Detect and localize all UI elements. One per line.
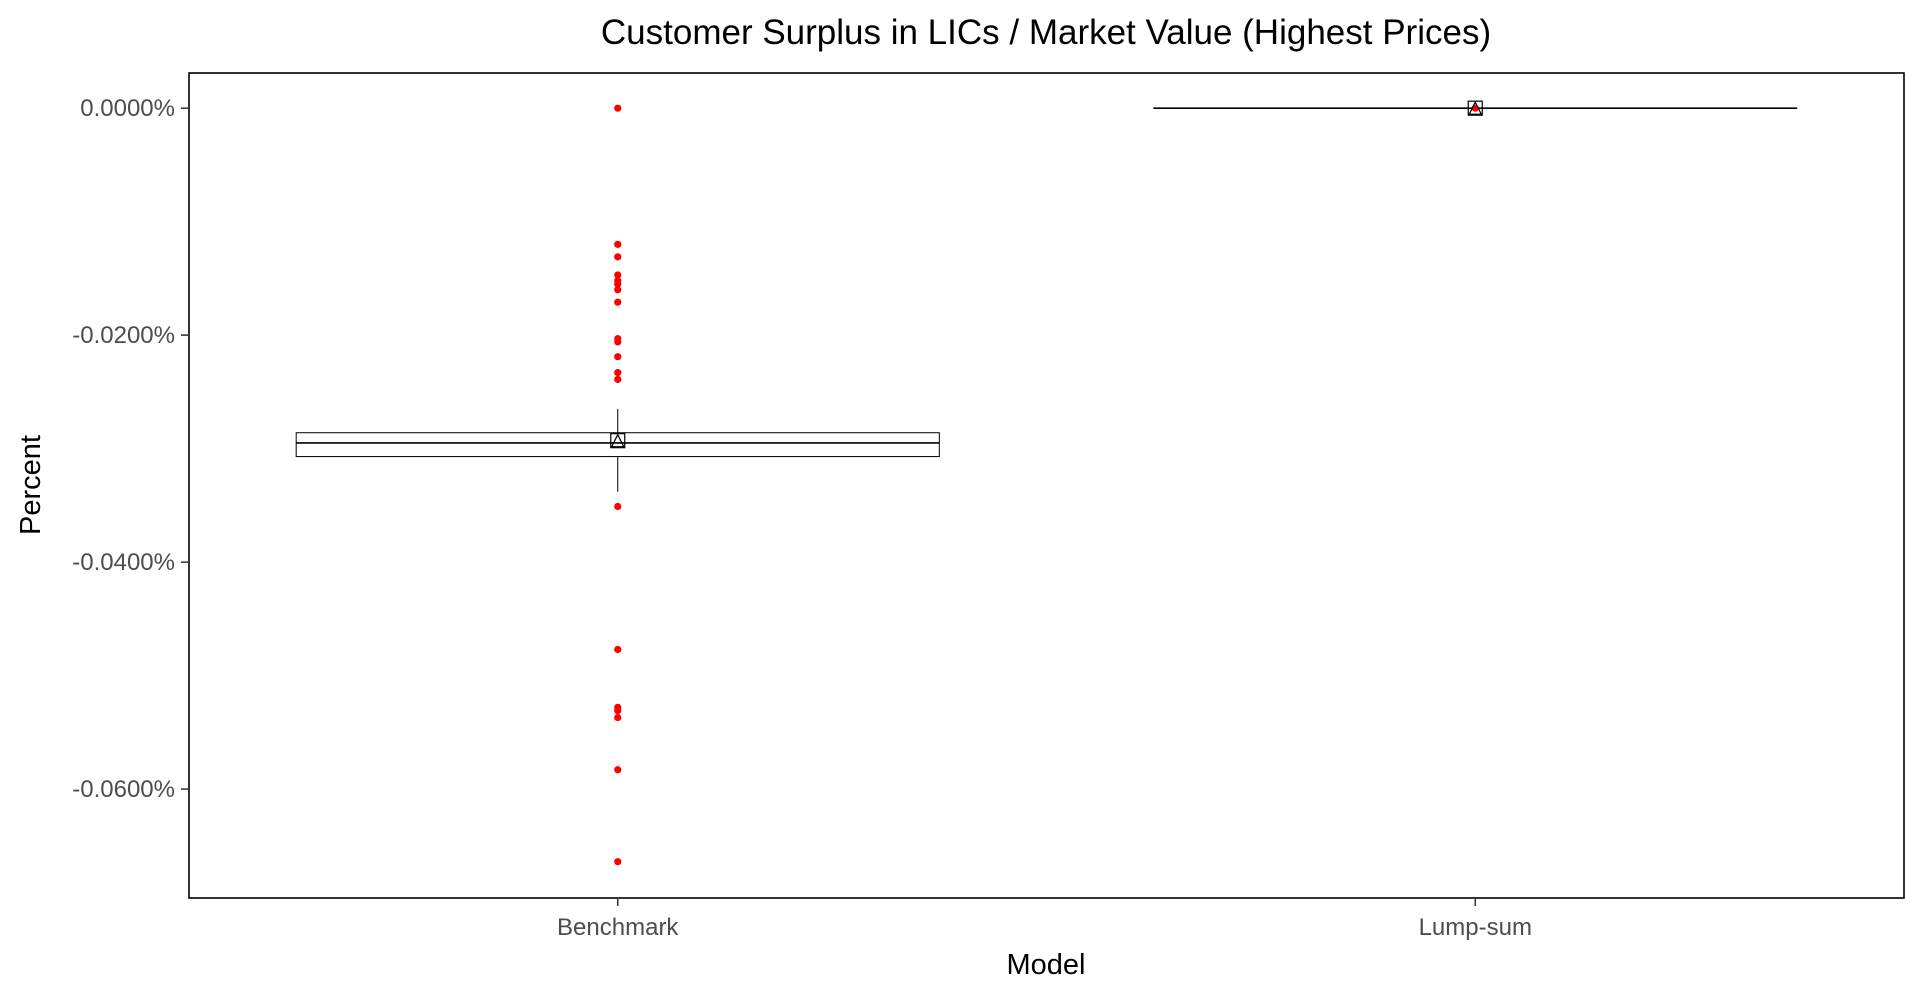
plot-panel	[188, 72, 1905, 899]
x-axis-title: Model	[1007, 949, 1086, 981]
mean-triangle-marker	[610, 433, 625, 448]
outlier-point	[614, 713, 622, 722]
outlier-point	[614, 858, 622, 866]
boxplot-benchmark	[295, 104, 940, 866]
y-tick-label: -0.0400%	[72, 549, 175, 576]
outlier-point	[614, 280, 622, 288]
x-tick-label: Lump-sum	[1419, 914, 1532, 941]
outlier-point	[614, 353, 622, 361]
outlier-point	[614, 368, 622, 377]
y-axis-title: Percent	[15, 435, 47, 535]
boxplot-lump-sum	[1153, 100, 1798, 116]
y-axis: 0.0000% -0.0200% -0.0400% -0.0600%	[72, 95, 189, 803]
y-tick-label: -0.0200%	[72, 322, 175, 349]
outlier-point	[614, 707, 622, 715]
x-axis: Benchmark Lump-sum	[557, 898, 1532, 941]
outlier-point	[614, 253, 622, 261]
outlier-point	[614, 502, 622, 511]
x-tick-label: Benchmark	[557, 914, 679, 941]
boxplots	[295, 100, 1798, 866]
outlier-point	[614, 271, 622, 279]
outlier-point	[614, 375, 622, 383]
chart-title: Customer Surplus in LICs / Market Value …	[601, 13, 1491, 52]
y-tick-label: 0.0000%	[80, 95, 175, 122]
outlier-point	[614, 104, 622, 112]
outlier-point	[614, 766, 622, 774]
outlier-point	[614, 645, 622, 654]
y-tick-label: -0.0600%	[72, 776, 175, 803]
mean-triangle-marker	[1468, 100, 1483, 115]
outlier-point	[614, 338, 622, 346]
box-iqr	[295, 432, 940, 458]
outlier-point	[614, 240, 622, 248]
outlier-point	[614, 286, 622, 294]
outlier-point	[614, 298, 622, 306]
